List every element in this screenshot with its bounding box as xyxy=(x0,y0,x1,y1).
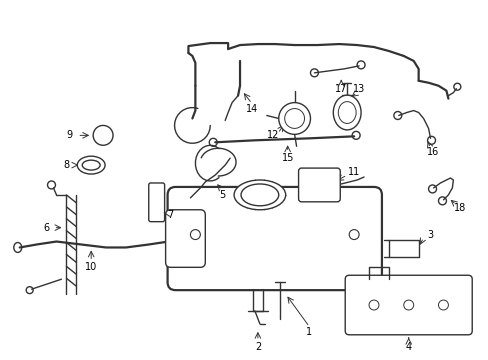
Ellipse shape xyxy=(209,138,217,146)
Ellipse shape xyxy=(93,125,113,145)
Text: 9: 9 xyxy=(66,130,72,140)
Text: 8: 8 xyxy=(63,160,69,170)
Ellipse shape xyxy=(351,131,359,139)
Ellipse shape xyxy=(178,235,186,243)
Ellipse shape xyxy=(241,184,278,206)
Ellipse shape xyxy=(453,83,460,90)
Text: 11: 11 xyxy=(347,167,360,177)
Ellipse shape xyxy=(403,300,413,310)
Ellipse shape xyxy=(338,102,355,123)
Ellipse shape xyxy=(333,95,360,130)
FancyBboxPatch shape xyxy=(298,168,340,202)
Ellipse shape xyxy=(47,181,55,189)
Text: 1: 1 xyxy=(306,327,312,337)
FancyBboxPatch shape xyxy=(345,275,471,335)
Text: 3: 3 xyxy=(427,230,433,239)
Ellipse shape xyxy=(427,185,436,193)
Text: 14: 14 xyxy=(245,104,258,113)
Text: 15: 15 xyxy=(281,153,293,163)
Ellipse shape xyxy=(438,197,446,205)
Ellipse shape xyxy=(393,112,401,120)
Text: 7: 7 xyxy=(167,210,173,220)
Ellipse shape xyxy=(348,230,358,239)
Ellipse shape xyxy=(234,180,285,210)
Ellipse shape xyxy=(438,300,447,310)
FancyBboxPatch shape xyxy=(167,187,381,290)
Text: 17: 17 xyxy=(334,84,347,94)
Ellipse shape xyxy=(356,61,365,69)
Text: 5: 5 xyxy=(219,190,225,200)
Text: 13: 13 xyxy=(352,84,365,94)
Ellipse shape xyxy=(190,230,200,239)
Text: 16: 16 xyxy=(427,147,439,157)
Text: 10: 10 xyxy=(85,262,97,272)
Text: 2: 2 xyxy=(254,342,261,352)
Ellipse shape xyxy=(368,300,378,310)
Ellipse shape xyxy=(427,136,435,144)
Text: 4: 4 xyxy=(405,342,411,352)
Ellipse shape xyxy=(284,109,304,129)
Ellipse shape xyxy=(310,69,318,77)
Ellipse shape xyxy=(14,243,21,252)
Ellipse shape xyxy=(77,156,105,174)
Ellipse shape xyxy=(278,103,310,134)
Ellipse shape xyxy=(26,287,33,294)
Text: 18: 18 xyxy=(453,203,466,213)
FancyBboxPatch shape xyxy=(148,183,164,222)
FancyBboxPatch shape xyxy=(165,210,205,267)
Text: 6: 6 xyxy=(43,222,49,233)
Ellipse shape xyxy=(82,160,100,170)
Text: 12: 12 xyxy=(266,130,278,140)
